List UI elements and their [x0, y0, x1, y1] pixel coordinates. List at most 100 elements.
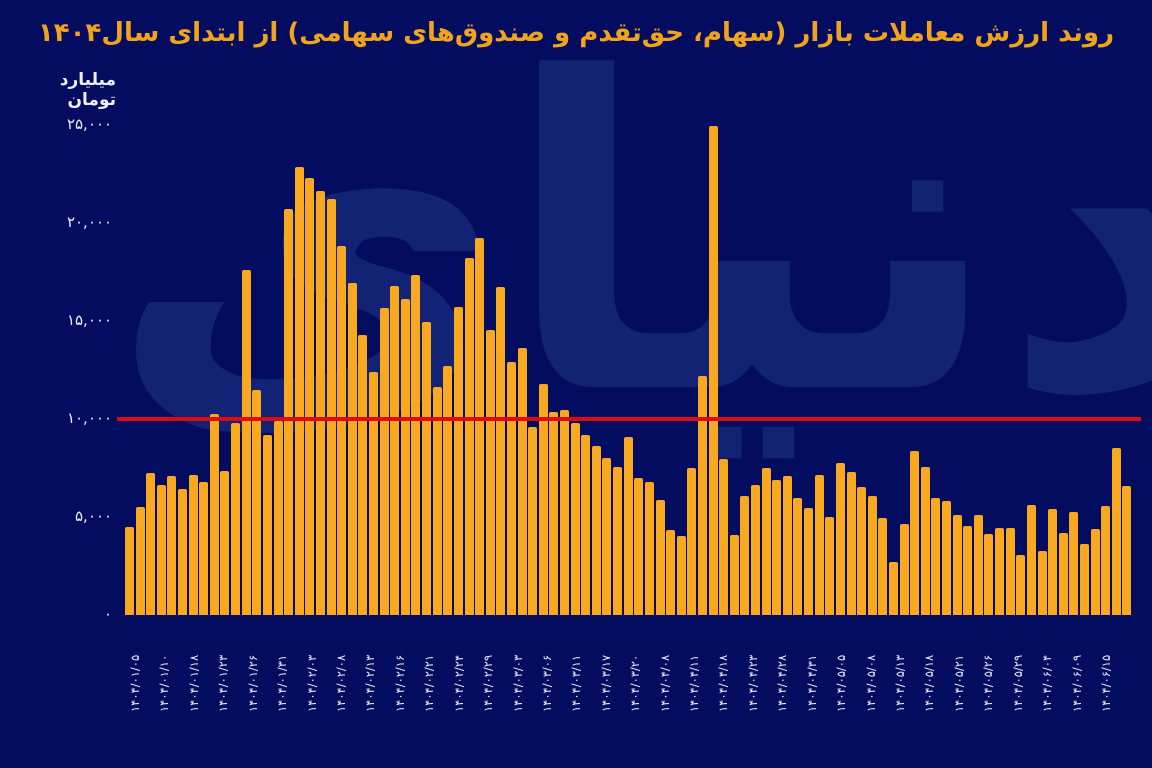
bar: [252, 389, 262, 615]
x-tick-date-label: ۱۴۰۴/۰۵/۰۵: [834, 654, 849, 712]
bar: [602, 458, 612, 615]
bar: [453, 307, 463, 615]
x-tick-date-label: ۱۴۰۴/۰۳/۰۶: [539, 654, 554, 712]
bar: [772, 479, 782, 615]
bar: [1069, 512, 1079, 615]
bar: [188, 474, 198, 615]
bar: [793, 498, 803, 615]
bar: [963, 525, 973, 615]
bar: [209, 414, 219, 615]
bar: [740, 496, 750, 615]
y-tick-label: ۱۵,۰۰۰: [66, 311, 112, 329]
bar: [549, 412, 559, 615]
bar: [644, 481, 654, 615]
bar: [804, 508, 814, 615]
bar: [326, 198, 336, 615]
bar: [1026, 505, 1036, 615]
bar: [262, 434, 272, 615]
bar: [655, 500, 665, 615]
bar: [591, 445, 601, 615]
x-tick-date-label: ۱۴۰۴/۰۲/۱۶: [392, 654, 407, 712]
bar: [369, 372, 379, 615]
bar: [273, 421, 283, 615]
x-tick-date-label: ۱۴۰۴/۰۳/۰۳: [510, 654, 525, 712]
bar: [475, 237, 485, 615]
x-tick-date-label: ۱۴۰۴/۰۴/۲۳: [745, 654, 760, 712]
x-tick-date-label: ۱۴۰۴/۰۵/۲۹: [1010, 654, 1025, 712]
bar: [867, 496, 877, 615]
bar: [390, 285, 400, 615]
bar: [825, 517, 835, 615]
bar: [125, 526, 134, 615]
bar: [729, 534, 739, 615]
bar: [676, 535, 686, 615]
x-tick-date-label: ۱۴۰۴/۰۴/۱۸: [716, 654, 731, 712]
x-tick-date-label: ۱۴۰۴/۰۵/۱۸: [922, 654, 937, 712]
x-tick-date-label: ۱۴۰۴/۰۵/۰۸: [863, 654, 878, 712]
bar: [1005, 527, 1015, 615]
bar: [697, 375, 707, 615]
bar: [623, 436, 633, 615]
bar: [1016, 555, 1026, 615]
bar: [517, 347, 527, 615]
x-tick-date-label: ۱۴۰۴/۰۲/۲۴: [451, 654, 466, 712]
bar: [411, 274, 421, 615]
bar: [464, 258, 474, 615]
bar: [528, 426, 538, 615]
bar: [167, 475, 177, 615]
x-tick-date-label: ۱۴۰۴/۰۳/۲۰: [628, 654, 643, 712]
bar: [570, 422, 580, 615]
bar: [294, 167, 304, 615]
bar: [708, 126, 718, 615]
x-tick-date-label: ۱۴۰۴/۰۱/۱۸: [186, 654, 201, 712]
bar: [156, 484, 166, 615]
bar: [942, 501, 951, 615]
bar: [846, 471, 856, 615]
y-tick-label: ۲۵,۰۰۰: [66, 115, 112, 133]
bar: [984, 533, 994, 615]
bar: [687, 468, 697, 615]
bar: [347, 282, 357, 615]
bar-plot-area: [124, 125, 1132, 615]
x-tick-date-label: ۱۴۰۴/۰۲/۲۱: [422, 654, 437, 712]
reference-line-10000: [117, 417, 1141, 421]
bar: [496, 286, 506, 615]
bar: [135, 507, 145, 615]
x-tick-date-label: ۱۴۰۴/۰۳/۱۷: [598, 654, 613, 712]
x-tick-date-label: ۱۴۰۴/۰۴/۱۱: [687, 654, 702, 712]
x-tick-date-label: ۱۴۰۴/۰۲/۱۳: [363, 654, 378, 712]
bar: [199, 481, 209, 615]
bar: [220, 470, 230, 615]
x-tick-date-label: ۱۴۰۴/۰۴/۰۸: [657, 654, 672, 712]
bar: [952, 515, 962, 615]
x-tick-date-label: ۱۴۰۴/۰۲/۰۳: [304, 654, 319, 712]
bar: [358, 334, 368, 615]
x-tick-date-label: ۱۴۰۴/۰۴/۲۸: [775, 654, 790, 712]
bar: [1048, 509, 1058, 615]
x-tick-date-label: ۱۴۰۴/۰۵/۲۶: [981, 654, 996, 712]
bar: [761, 468, 771, 615]
x-tick-date-label: ۱۴۰۴/۰۲/۲۹: [481, 654, 496, 712]
x-tick-date-label: ۱۴۰۴/۰۳/۱۱: [569, 654, 584, 712]
x-tick-date-label: ۱۴۰۴/۰۶/۰۴: [1040, 654, 1055, 712]
bar: [666, 529, 676, 615]
x-tick-date-label: ۱۴۰۴/۰۱/۱۰: [157, 654, 172, 712]
y-tick-label: ۲۰,۰۰۰: [66, 213, 112, 231]
x-tick-date-label: ۱۴۰۴/۰۲/۰۸: [333, 654, 348, 712]
y-tick-label: ۵,۰۰۰: [75, 507, 112, 525]
bar: [1058, 532, 1068, 615]
bar: [379, 308, 389, 615]
y-axis-unit-label: میلیارد تومان: [59, 70, 116, 110]
bar: [581, 434, 591, 615]
bar: [920, 467, 930, 615]
x-tick-date-label: ۱۴۰۴/۰۴/۳۱: [804, 654, 819, 712]
bar: [560, 410, 570, 615]
bar: [1037, 551, 1047, 615]
bar: [400, 298, 410, 615]
bar: [315, 190, 325, 615]
bar: [231, 422, 241, 615]
bar: [1101, 506, 1111, 615]
bar: [305, 177, 315, 615]
bar: [538, 383, 548, 615]
